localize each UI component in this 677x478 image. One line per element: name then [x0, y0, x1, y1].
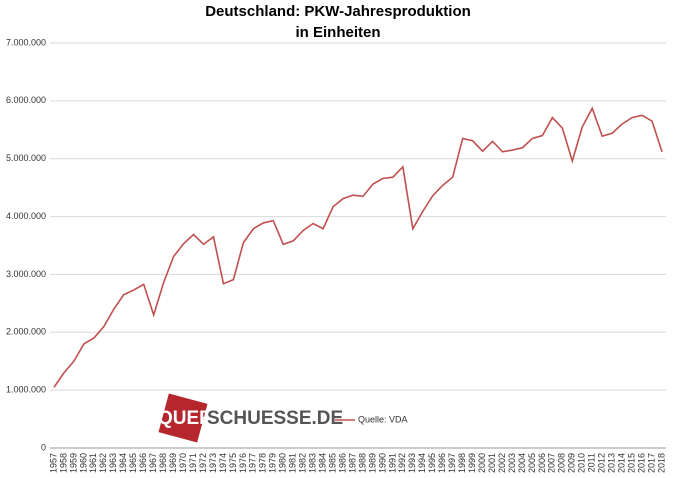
- x-tick-label: 1968: [158, 453, 168, 473]
- x-tick-label: 1978: [258, 453, 268, 473]
- x-tick-label: 1958: [58, 453, 68, 473]
- x-tick-label: 1988: [357, 453, 367, 473]
- x-tick-label: 1977: [248, 453, 258, 473]
- x-tick-label: 2001: [487, 453, 497, 473]
- x-tick-label: 1996: [437, 453, 447, 473]
- series-line: [53, 106, 663, 388]
- x-tick-label: 2010: [577, 453, 587, 473]
- x-tick-label: 1980: [278, 453, 288, 473]
- x-tick-label: 2007: [547, 453, 557, 473]
- x-tick-label: 2005: [527, 453, 537, 473]
- x-tick-label: 1967: [148, 453, 158, 473]
- x-tick-label: 1984: [317, 453, 327, 473]
- x-tick-label: 1997: [447, 453, 457, 473]
- x-tick-label: 1979: [268, 453, 278, 473]
- x-tick-label: 1982: [298, 453, 308, 473]
- x-tick-label: 1985: [327, 453, 337, 473]
- x-tick-label: 1973: [208, 453, 218, 473]
- x-tick-label: 1989: [367, 453, 377, 473]
- x-tick-label: 1969: [168, 453, 178, 473]
- logo-text: QUER: [158, 408, 213, 429]
- x-tick-label: 2014: [617, 453, 627, 473]
- y-tick-label: 0: [41, 442, 46, 452]
- x-tick-label: 1987: [347, 453, 357, 473]
- y-tick-label: 2.000.000: [6, 327, 46, 337]
- y-tick-label: 3.000.000: [6, 269, 46, 279]
- x-tick-label: 2011: [587, 453, 597, 472]
- x-tick-label: 2012: [597, 453, 607, 473]
- x-tick-label: 1994: [417, 453, 427, 473]
- x-tick-label: 1971: [188, 453, 198, 473]
- x-tick-label: 1961: [88, 453, 98, 473]
- x-tick-label: 1975: [228, 453, 238, 473]
- x-tick-label: 1970: [178, 453, 188, 473]
- x-tick-label: 1990: [377, 453, 387, 473]
- x-tick-label: 1983: [308, 453, 318, 473]
- x-tick-label: 2000: [477, 453, 487, 473]
- x-tick-label: 1962: [98, 453, 108, 473]
- legend-label: Quelle: VDA: [358, 414, 408, 424]
- x-tick-label: 1992: [397, 453, 407, 473]
- x-tick-label: 1976: [238, 453, 248, 473]
- x-tick-label: 2016: [636, 453, 646, 473]
- y-tick-label: 4.000.000: [6, 211, 46, 221]
- x-tick-label: 1963: [108, 453, 118, 473]
- x-tick-label: 2003: [507, 453, 517, 473]
- x-tick-label: 2002: [497, 453, 507, 473]
- x-tick-label: 2006: [537, 453, 547, 473]
- x-tick-label: 2013: [607, 453, 617, 473]
- x-tick-label: 2015: [626, 453, 636, 473]
- x-tick-label: 2009: [567, 453, 577, 473]
- x-tick-label: 1957: [48, 453, 58, 473]
- x-tick-label: 2017: [646, 453, 656, 473]
- x-tick-label: 1991: [387, 453, 397, 473]
- y-tick-label: 5.000.000: [6, 153, 46, 163]
- x-tick-label: 1965: [128, 453, 138, 473]
- x-tick-label: 1999: [467, 453, 477, 473]
- x-tick-label: 1995: [427, 453, 437, 473]
- x-tick-label: 1993: [407, 453, 417, 473]
- x-tick-label: 1959: [68, 453, 78, 473]
- y-tick-label: 6.000.000: [6, 95, 46, 105]
- y-tick-label: 7.000.000: [6, 37, 46, 47]
- chart-subtitle: in Einheiten: [295, 24, 380, 41]
- y-tick-label: 1.000.000: [6, 385, 46, 395]
- x-tick-label: 1986: [337, 453, 347, 473]
- x-tick-label: 1974: [218, 453, 228, 473]
- x-tick-label: 1964: [118, 453, 128, 473]
- x-tick-label: 1966: [138, 453, 148, 473]
- x-tick-label: 2018: [656, 453, 666, 473]
- logo-square: [158, 393, 208, 443]
- x-tick-label: 1972: [198, 453, 208, 473]
- x-tick-label: 1981: [288, 453, 298, 473]
- chart-title: Deutschland: PKW-Jahresproduktion: [205, 3, 471, 20]
- logo-text: SCHUESSE.DE: [207, 408, 343, 429]
- x-tick-label: 2008: [557, 453, 567, 473]
- x-tick-label: 1960: [78, 453, 88, 473]
- x-tick-label: 1998: [457, 453, 467, 473]
- watermark-logo: QUER SCHUESSE.DE: [158, 393, 343, 443]
- x-tick-label: 2004: [517, 453, 527, 473]
